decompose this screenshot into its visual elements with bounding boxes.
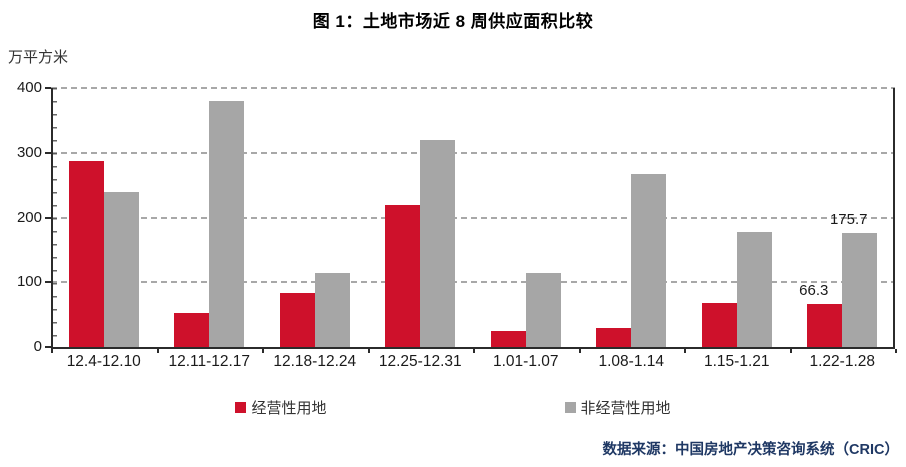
bar-operating-1.15-1.21 [701, 302, 737, 347]
x-axis-label: 1.01-1.07 [493, 353, 559, 370]
bar-non-operating-1.01-1.07 [525, 273, 561, 347]
gridline-200 [51, 216, 895, 219]
bar-operating-1.01-1.07 [490, 330, 526, 347]
y-axis-tick-label: 0 [33, 338, 42, 355]
y-axis-unit-label: 万平方米 [8, 49, 69, 66]
bar-non-operating-1.15-1.21 [736, 232, 772, 347]
y-axis-major-tick [45, 216, 51, 219]
gridline-400 [51, 87, 895, 89]
bar-value-label: 66.3 [799, 282, 829, 300]
y-axis-line [51, 88, 53, 347]
bar-operating-12.25-12.31 [385, 205, 421, 347]
chart-title: 图 1：土地市场近 8 周供应面积比较 [312, 12, 594, 31]
x-axis-boundary-tick [895, 349, 897, 353]
y-axis-major-tick [45, 346, 51, 348]
bar-non-operating-1.22-1.28 [842, 233, 878, 347]
bar-value-label: 175.7 [829, 211, 868, 229]
bar-non-operating-12.18-12.24 [314, 272, 350, 347]
gridline-100 [51, 281, 895, 284]
plot-right-border [893, 88, 895, 347]
x-axis-line [51, 347, 895, 349]
source-note: 数据来源：中国房地产决策咨询系统（CRIC） [602, 442, 899, 458]
bar-operating-1.08-1.14 [596, 328, 632, 347]
x-axis-boundary-tick [578, 349, 581, 353]
bar-operating-12.18-12.24 [279, 293, 315, 347]
gridline-300 [51, 151, 895, 154]
x-axis-label: 12.11-12.17 [168, 353, 251, 370]
bar-operating-12.11-12.17 [174, 313, 210, 347]
x-axis-boundary-tick [51, 349, 53, 353]
y-axis-minor-ticks [53, 88, 57, 347]
bar-non-operating-12.25-12.31 [420, 140, 456, 347]
y-axis-tick-label: 100 [16, 273, 42, 291]
x-axis-boundary-tick [473, 349, 475, 353]
legend-label: 非经营性用地 [580, 400, 671, 417]
x-axis-boundary-tick [156, 349, 159, 353]
legend-swatch-icon [235, 402, 247, 413]
x-axis-boundary-tick [789, 349, 792, 353]
bar-non-operating-12.4-12.10 [103, 191, 139, 347]
x-axis-label: 12.18-12.24 [273, 353, 357, 370]
y-axis-major-tick [45, 151, 51, 154]
x-axis-label: 1.15-1.21 [704, 353, 770, 370]
bar-operating-1.22-1.28 [807, 304, 843, 347]
y-axis-tick-label: 400 [16, 79, 42, 96]
bar-operating-12.4-12.10 [68, 160, 104, 347]
y-axis-tick-label: 300 [16, 143, 42, 161]
x-axis-boundary-tick [684, 349, 686, 353]
bar-non-operating-12.11-12.17 [209, 100, 245, 347]
legend-item-non-operating: 非经营性用地 [564, 397, 671, 418]
x-axis-label: 12.4-12.10 [66, 353, 141, 370]
x-axis-boundary-tick [367, 349, 370, 353]
bar-non-operating-1.08-1.14 [631, 174, 667, 347]
y-axis-tick-label: 200 [16, 208, 42, 226]
y-axis-major-tick [45, 281, 51, 284]
x-axis-label: 1.08-1.14 [598, 353, 665, 370]
x-axis-label: 12.25-12.31 [378, 353, 462, 370]
legend: 经营性用地 非经营性用地 [0, 397, 906, 418]
x-axis-label: 1.22-1.28 [809, 353, 876, 370]
legend-item-operating: 经营性用地 [235, 397, 327, 418]
legend-swatch-icon [564, 402, 576, 413]
legend-label: 经营性用地 [251, 400, 327, 417]
y-axis-major-tick [45, 87, 51, 89]
x-axis-boundary-tick [262, 349, 264, 353]
